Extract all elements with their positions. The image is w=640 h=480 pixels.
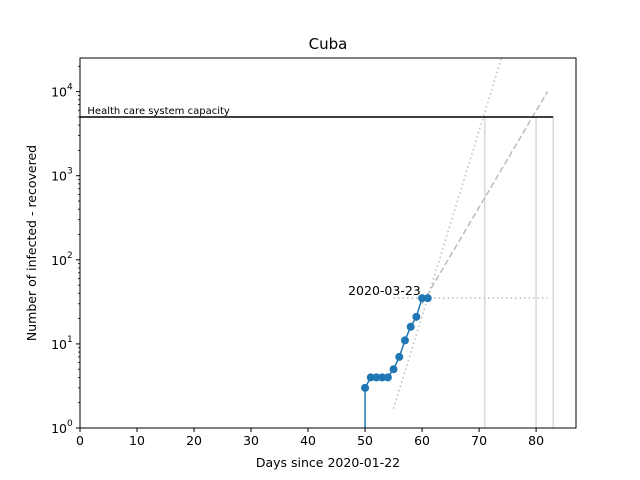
y-tick-exponent: 1 (67, 335, 73, 345)
data-point (400, 336, 409, 345)
data-point (423, 294, 432, 303)
data-point (389, 365, 398, 374)
data-point (366, 373, 375, 382)
x-tick-label: 80 (528, 433, 544, 448)
y-tick-label: 10 (51, 421, 67, 436)
chart-title: Cuba (309, 35, 348, 53)
x-tick-label: 40 (300, 433, 316, 448)
x-axis-label: Days since 2020-01-22 (256, 455, 400, 470)
x-tick-label: 60 (414, 433, 430, 448)
data-point (406, 322, 415, 331)
x-tick-label: 30 (243, 433, 259, 448)
y-tick-label: 10 (51, 253, 67, 268)
projection-line-dotted (392, 58, 503, 409)
date-annotation: 2020-03-23 (348, 283, 421, 298)
plot-area: Health care system capacity 2020-03-23 (80, 58, 554, 428)
x-tick-label: 10 (129, 433, 145, 448)
y-tick-label: 10 (51, 337, 67, 352)
data-point (412, 312, 421, 321)
x-tick-label: 20 (186, 433, 202, 448)
plot-content (80, 58, 554, 428)
y-tick-exponent: 2 (67, 251, 73, 261)
y-tick-label: 10 (51, 169, 67, 184)
y-tick-exponent: 3 (67, 167, 73, 177)
data-point (395, 352, 404, 361)
y-tick-label: 10 (51, 85, 67, 100)
data-point (383, 373, 392, 382)
y-tick-exponent: 4 (67, 83, 73, 93)
data-point (418, 294, 427, 303)
x-tick-label: 50 (357, 433, 373, 448)
capacity-label: Health care system capacity (87, 106, 229, 117)
y-axis-label: Number of infected - recovered (24, 145, 39, 341)
data-point (361, 383, 370, 392)
projection-line-dashed (421, 91, 549, 305)
x-tick-label: 70 (471, 433, 487, 448)
plot-frame (79, 57, 577, 429)
y-tick-exponent: 0 (67, 419, 73, 429)
data-point (372, 373, 381, 382)
x-tick-label: 0 (76, 433, 84, 448)
data-point (378, 373, 387, 382)
